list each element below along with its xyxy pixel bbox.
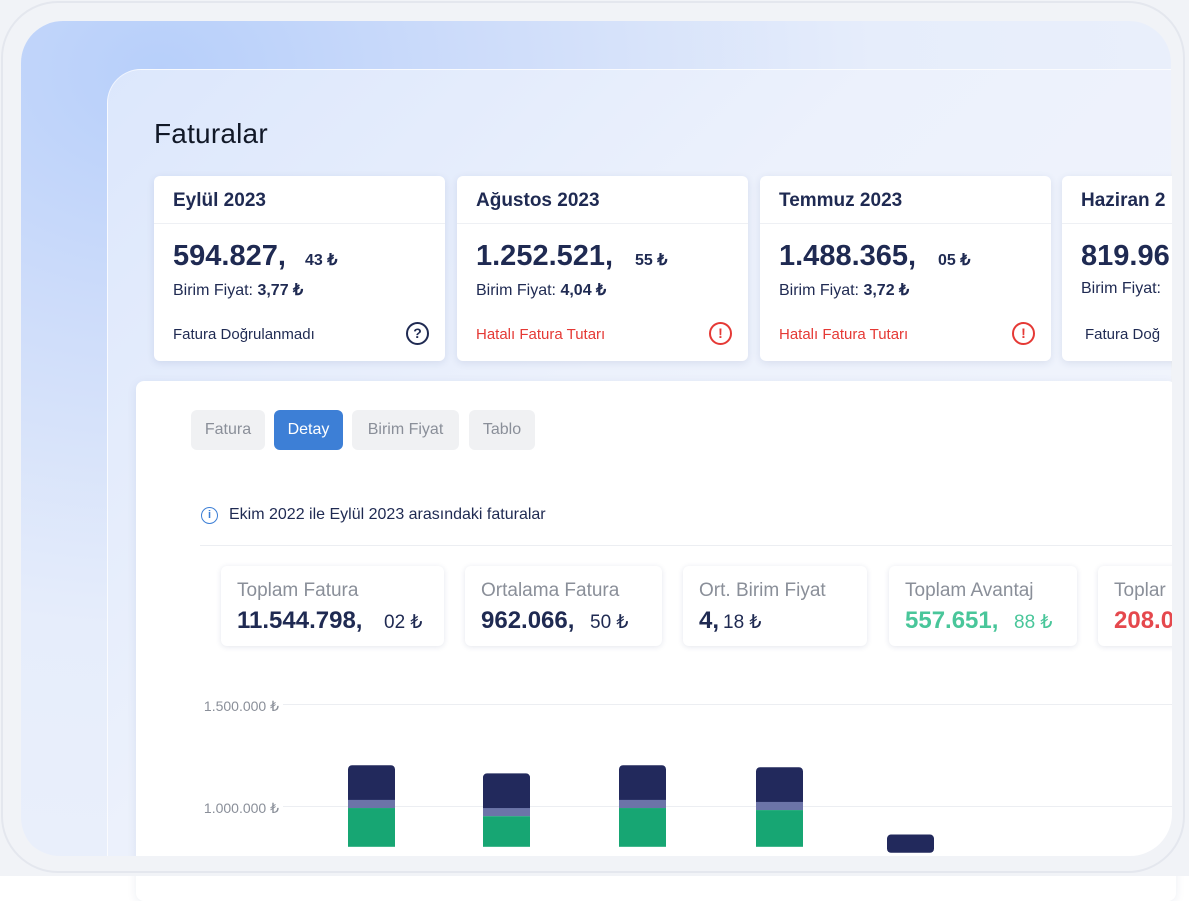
bar-segment[interactable] xyxy=(348,765,395,806)
bar-segment[interactable] xyxy=(756,801,803,811)
bar-segment[interactable] xyxy=(619,765,666,806)
bar-segment[interactable] xyxy=(619,808,666,847)
bar-segment[interactable] xyxy=(483,808,530,817)
bar-segment[interactable] xyxy=(483,773,530,815)
bar-segment[interactable] xyxy=(756,767,803,808)
bar-segment[interactable] xyxy=(483,816,530,847)
bar-segment[interactable] xyxy=(887,834,934,853)
bar-segment[interactable] xyxy=(619,799,666,809)
bar-segment[interactable] xyxy=(348,808,395,847)
bar-chart xyxy=(348,765,934,853)
bar-segment[interactable] xyxy=(756,810,803,847)
bar-segment[interactable] xyxy=(348,799,395,809)
